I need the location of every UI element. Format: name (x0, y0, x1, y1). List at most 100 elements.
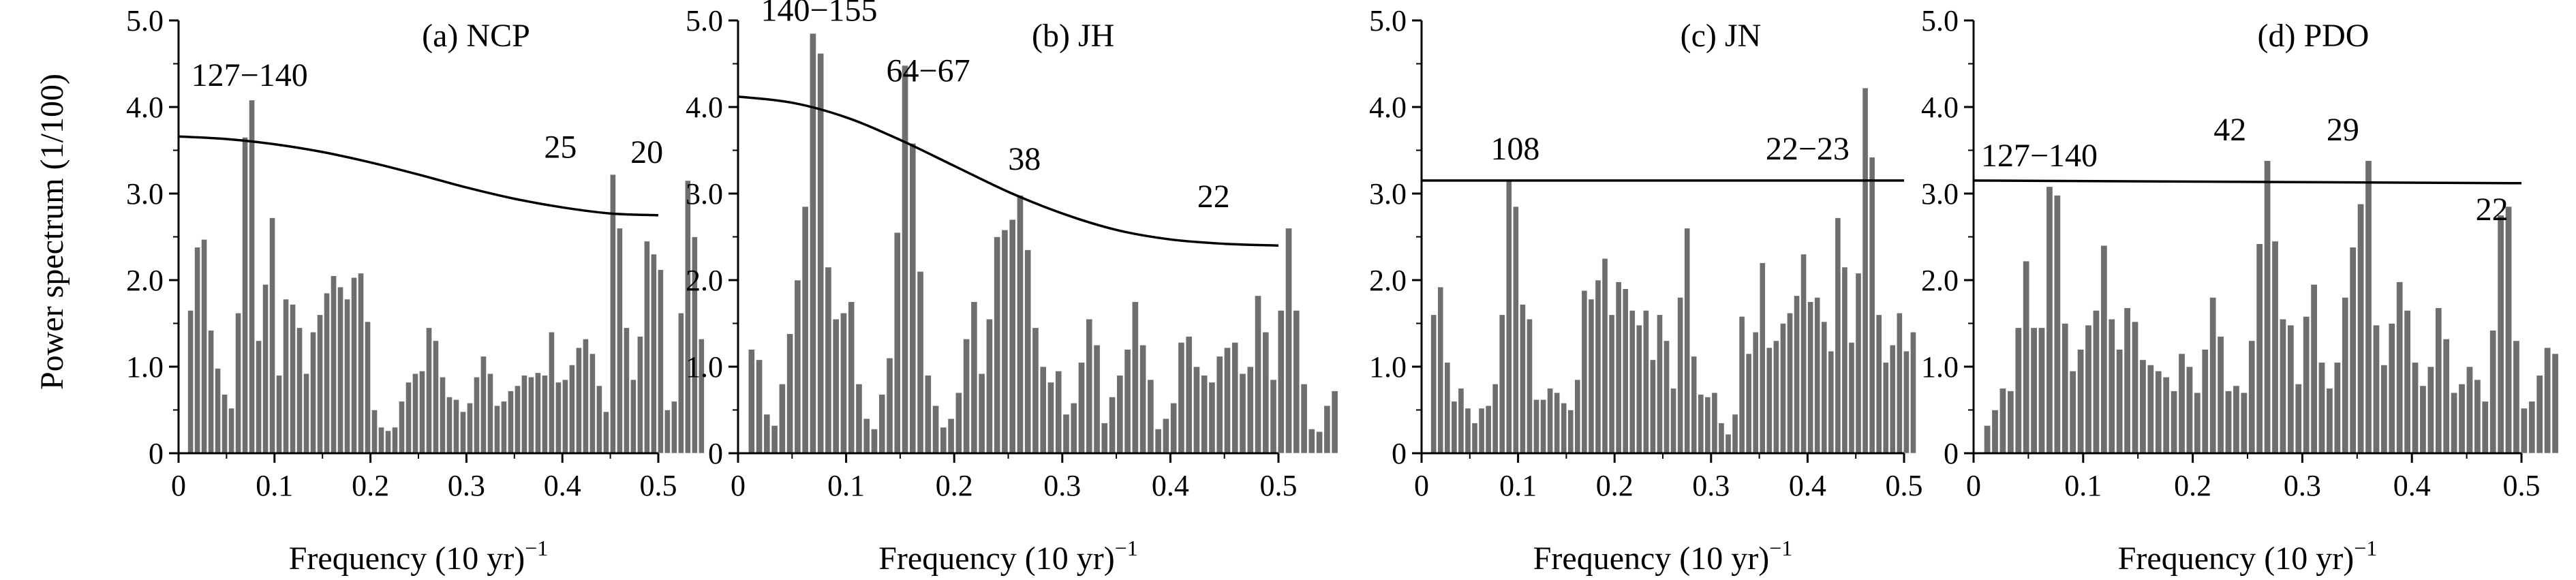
bar (303, 373, 309, 454)
bar (832, 318, 840, 454)
bar (1889, 344, 1896, 454)
bar (194, 247, 200, 454)
bar (2007, 391, 2014, 454)
panel-title: (d) PDO (2257, 18, 2369, 54)
bar (748, 349, 755, 454)
bar (487, 373, 493, 454)
bar (276, 375, 282, 454)
bar (589, 353, 596, 454)
bar (1032, 327, 1039, 454)
bar (1300, 384, 1308, 454)
bar (1554, 392, 1561, 454)
bar (677, 312, 684, 454)
bar (1017, 195, 1024, 454)
bar (467, 403, 473, 454)
bar (2233, 385, 2240, 454)
y-tick-label: 1.0 (686, 350, 723, 384)
bar (871, 429, 878, 454)
peak-annotation: 22−23 (1766, 131, 1850, 167)
x-tick-label: 0.1 (827, 469, 865, 502)
bar (794, 279, 801, 454)
x-tick-label: 0.3 (2284, 469, 2321, 502)
bar (955, 392, 962, 454)
x-axis-title-superscript: −1 (1769, 536, 1792, 560)
bar (2132, 321, 2139, 454)
bar (1154, 429, 1162, 454)
bar (978, 373, 985, 454)
significance-line (1973, 179, 2522, 185)
bar (365, 321, 371, 454)
bar (2357, 203, 2365, 454)
x-axis-title-main: Frequency (10 yr) (289, 540, 525, 577)
bar (1567, 410, 1574, 454)
bar (2380, 365, 2388, 454)
bar (583, 339, 589, 454)
bar (917, 271, 924, 454)
bar (1896, 312, 1903, 454)
bar (344, 299, 350, 454)
bar (1262, 331, 1270, 454)
bar (1055, 371, 1062, 454)
bar (924, 375, 932, 454)
bar (562, 379, 568, 454)
bar (1622, 288, 1629, 454)
y-tick-label: 2.0 (1921, 264, 1959, 297)
bar (576, 347, 582, 454)
bar (909, 143, 917, 454)
y-tick-label: 4.0 (686, 91, 723, 124)
bar (1663, 340, 1670, 454)
bar (1773, 340, 1779, 454)
bar (480, 356, 487, 454)
bar (1147, 379, 1154, 454)
x-tick-label: 0.5 (2503, 469, 2541, 502)
bar (283, 299, 289, 454)
x-tick-label: 0 (731, 469, 746, 502)
bar (763, 414, 771, 454)
bar (756, 359, 763, 454)
bar (2412, 362, 2419, 454)
bar (691, 236, 698, 454)
bar (2061, 323, 2069, 454)
y-tick-label: 3.0 (1369, 177, 1407, 211)
bar (392, 427, 398, 454)
y-tick-label: 1.0 (126, 350, 164, 384)
bar (994, 236, 1001, 454)
bar (501, 401, 507, 454)
y-tick-label: 3.0 (686, 177, 723, 211)
bar (187, 310, 194, 454)
bar (2085, 324, 2092, 454)
bar (290, 304, 296, 454)
bar (1512, 206, 1519, 454)
bar (1759, 262, 1766, 454)
bar (1595, 279, 1601, 454)
bar (2077, 349, 2085, 454)
x-tick-label: 0.4 (1789, 469, 1826, 502)
bar (1629, 310, 1636, 454)
x-tick-label: 0.1 (256, 469, 293, 502)
bar (2178, 353, 2186, 454)
bar (1636, 324, 1642, 454)
y-axis-title: Power spectrum (1/100) (34, 74, 70, 390)
x-tick-label: 0.4 (1152, 469, 1189, 502)
bar (1991, 410, 1999, 454)
bar (2404, 310, 2411, 454)
bar (1216, 356, 1223, 454)
bar (1814, 297, 1821, 454)
peak-annotation: 22 (2476, 192, 2509, 228)
y-tick-label: 4.0 (126, 91, 164, 124)
bar (426, 327, 432, 454)
bar (643, 241, 650, 454)
bar (2349, 247, 2357, 454)
bar (1766, 347, 1773, 454)
bar (508, 391, 514, 454)
x-tick-label: 0.3 (448, 469, 485, 502)
bar (2014, 327, 2022, 454)
bar (848, 301, 855, 454)
bar (1505, 180, 1512, 454)
x-axis-title-superscript: −1 (525, 536, 548, 560)
bar (1787, 312, 1793, 454)
bar (1745, 353, 1752, 454)
x-axis-title: Frequency (10 yr)−1 (289, 536, 549, 577)
bar (256, 340, 262, 454)
bar (1231, 342, 1239, 454)
